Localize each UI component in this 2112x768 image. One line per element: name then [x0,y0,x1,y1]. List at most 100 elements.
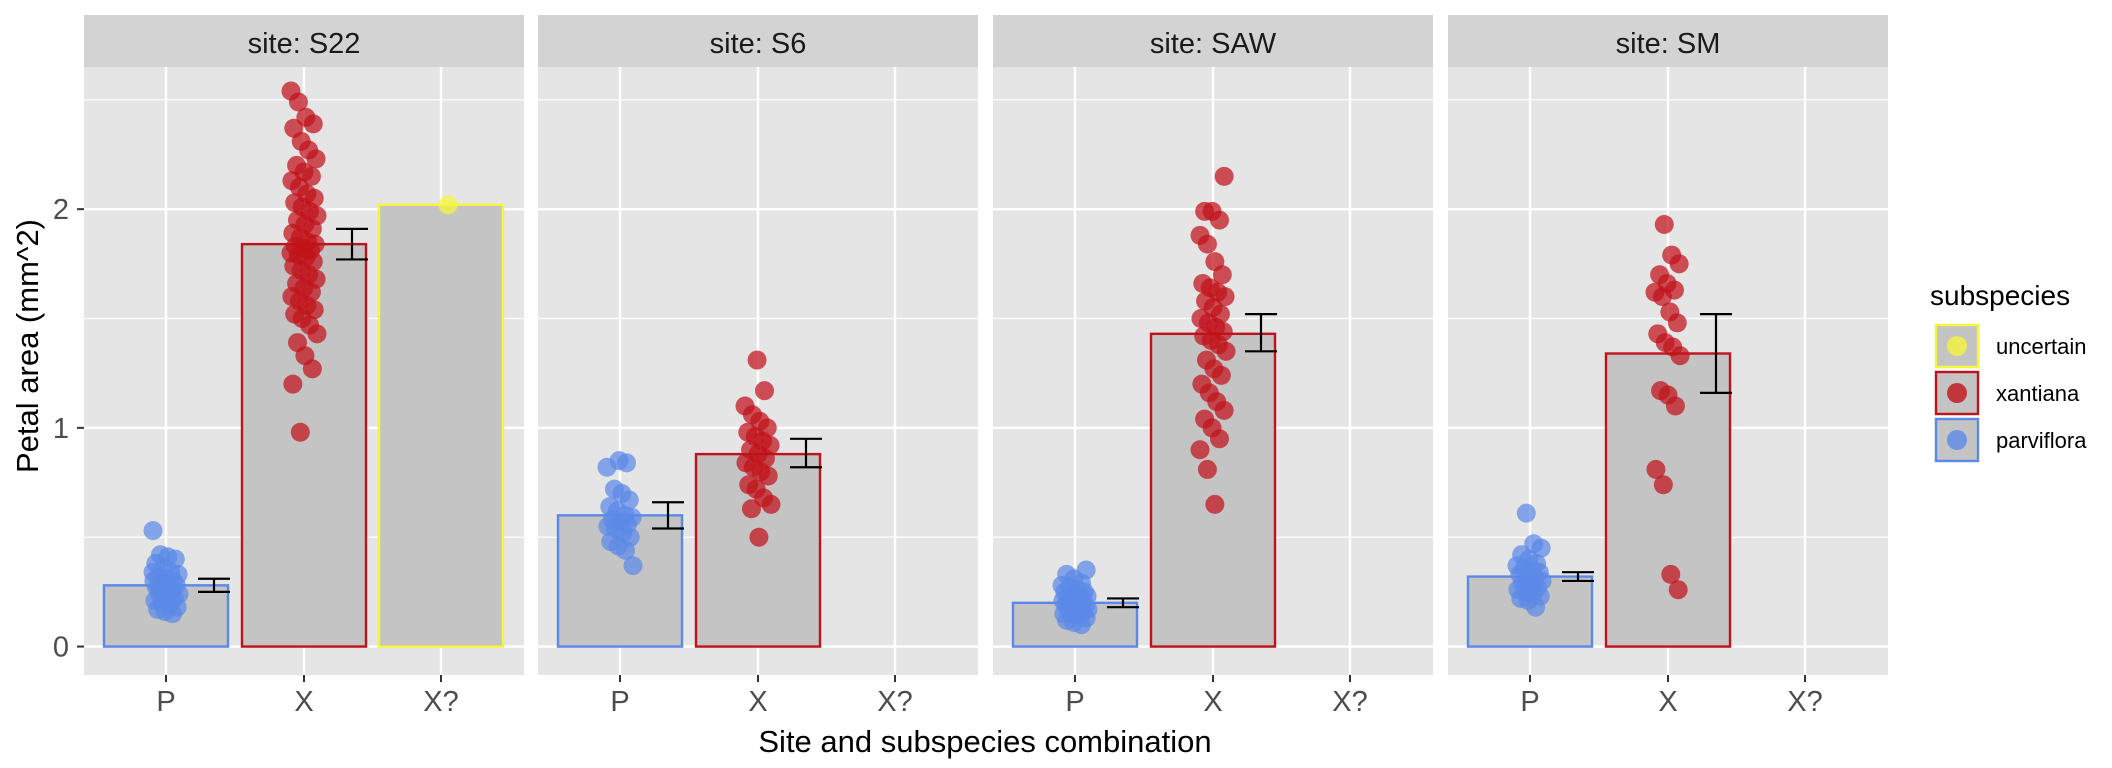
x-tick-label: P [1520,686,1539,718]
data-point [1653,475,1673,495]
data-point [158,588,178,608]
facet-strip-label: site: S6 [710,28,807,60]
data-point [747,350,767,370]
data-point [623,556,643,576]
data-point [617,453,636,473]
data-point [1670,346,1690,366]
data-point [1210,429,1229,449]
data-point [755,381,774,401]
legend-label: parviflora [1996,428,2087,453]
data-point [1205,494,1225,514]
data-point [619,490,639,510]
data-point [303,114,323,134]
y-tick-label: 0 [53,632,69,664]
data-point [1652,287,1672,307]
x-tick-label: P [1065,686,1084,718]
error-bar [1700,313,1732,394]
data-point [758,466,778,486]
facet-strip-label: site: SAW [1150,28,1277,60]
data-point [1665,396,1685,416]
x-tick-label: X? [1332,686,1367,718]
data-point [143,562,163,582]
x-tick-label: X? [877,686,912,718]
legend-label: uncertain [1996,334,2087,359]
error-bar [1562,571,1594,583]
y-tick-label: 1 [53,413,69,445]
facet-strip [993,15,1433,67]
y-tick-label: 2 [53,194,69,226]
facet-s6: site: S6 P X X? [538,15,978,718]
data-point [163,604,182,624]
data-point [1654,214,1674,234]
data-point [1215,287,1235,307]
facet-strip [538,15,978,67]
data-point [1646,459,1666,479]
x-tick-label: X [1658,686,1677,718]
data-point [1669,254,1689,274]
data-point [1668,580,1688,600]
data-point [283,374,303,394]
legend-key-point [1947,336,1967,356]
bar-xq [377,203,505,648]
legend-label: xantiana [1996,381,2080,406]
data-point [1214,400,1234,420]
data-point [307,324,327,344]
legend-key [1934,323,1980,369]
legend-item-uncertain: uncertain [1934,323,2087,369]
data-point [1214,166,1234,186]
data-point [761,494,781,514]
data-point [288,92,308,112]
data-point [1526,597,1546,617]
facet-sm: site: SM P X X? [1448,15,1888,718]
data-point [1667,313,1687,333]
data-point [616,540,636,560]
legend-item-xantiana: xantiana [1934,370,2080,416]
error-bar [1245,313,1277,353]
y-axis-title: Petal area (mm^2) [10,219,45,473]
data-point [302,359,322,379]
data-point [1661,564,1681,584]
data-point [1531,538,1551,558]
data-point [438,195,458,215]
x-tick-label: X? [423,686,458,718]
legend-title: subspecies [1930,280,2070,311]
data-point [1216,341,1236,361]
legend-key [1934,417,1980,463]
facet-strip-label: site: SM [1616,28,1721,60]
data-point [290,422,310,442]
x-tick-label: X [294,686,313,718]
facet-saw: site: SAW P X X? [993,15,1433,718]
legend-key-point [1947,430,1967,450]
data-point [301,166,321,186]
error-bar [1107,597,1139,609]
data-point [597,457,617,477]
bar-x [1149,332,1277,648]
data-point [143,521,163,541]
x-tick-label: X [1203,686,1222,718]
error-bar [652,501,684,530]
legend: subspecies uncertain xantiana parviflora [1930,280,2087,463]
data-point [749,527,769,547]
x-tick-label: X [748,686,767,718]
error-bar [198,577,230,593]
x-tick-label: P [156,686,175,718]
data-point [306,149,326,169]
data-point [1211,365,1231,385]
y-axis: 0 1 2 [53,194,84,664]
facet-s22: site: S22 P X X? [84,15,524,718]
x-tick-label: X? [1787,686,1822,718]
x-axis-title: Site and subspecies combination [758,724,1211,759]
data-point [1210,210,1229,230]
data-point [1212,265,1232,285]
data-point [1516,503,1536,523]
legend-item-parviflora: parviflora [1934,417,2087,463]
facet-strip-label: site: S22 [248,28,361,60]
data-point [1197,234,1217,254]
data-point [1190,440,1210,460]
data-point [1072,615,1091,635]
data-point [742,499,761,519]
data-point [1197,459,1217,479]
facet-strip [84,15,524,67]
